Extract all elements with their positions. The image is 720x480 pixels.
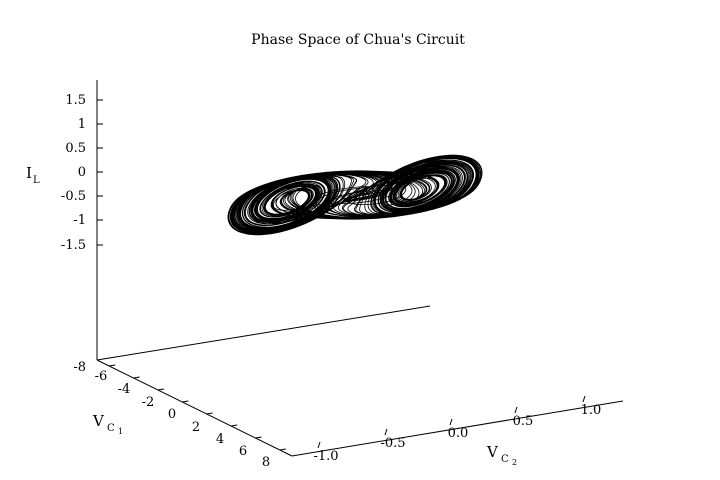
- y-tick-label: 4: [216, 432, 224, 447]
- attractor-trajectory: [227, 154, 483, 236]
- z-tick-label: -8: [73, 360, 86, 375]
- x-axis-line: [291, 400, 624, 457]
- svg-text:1: 1: [118, 427, 123, 436]
- y-tick-label: 8: [262, 455, 270, 470]
- svg-text:V: V: [486, 443, 499, 461]
- z-tick-label: -0.5: [61, 189, 86, 204]
- attractor-plot: [227, 154, 483, 236]
- z-tick-label: -1: [73, 213, 86, 228]
- svg-text:C: C: [107, 423, 115, 434]
- svg-text:V: V: [92, 412, 105, 430]
- y-tick-mark: [230, 424, 238, 427]
- axis-frame: [96, 80, 624, 457]
- x-tick-label: 1.0: [581, 403, 602, 418]
- svg-text:2: 2: [512, 458, 517, 467]
- y-tick-mark: [206, 412, 213, 415]
- x-tick-mark: [582, 395, 586, 403]
- y-tick-label: 6: [239, 444, 247, 459]
- y-axis-line: [96, 359, 293, 457]
- z-tick-label: 1.5: [65, 93, 86, 108]
- y-tick-label: -4: [118, 382, 131, 397]
- y-tick-mark: [109, 364, 116, 367]
- svg-text:I: I: [26, 164, 32, 182]
- x-tick-mark: [449, 418, 453, 426]
- y-tick-label: 0: [168, 407, 176, 422]
- y-tick-label: 2: [192, 420, 200, 435]
- y-tick-label: -2: [142, 395, 155, 410]
- y-axis-ticks: -6 -4 -2 0 2 468: [95, 364, 286, 470]
- y-tick-mark: [255, 436, 262, 439]
- z-tick-label: -1.5: [61, 238, 86, 253]
- x-axis-title: V C 2: [486, 443, 517, 467]
- x-tick-label: 0.5: [513, 414, 534, 429]
- y-tick-mark: [182, 400, 189, 403]
- y-axis-title: V C 1: [92, 412, 123, 436]
- x-tick-label: -1.0: [313, 449, 338, 464]
- z-tick-label: 1: [78, 117, 86, 132]
- z-tick-label: 0.5: [65, 141, 86, 156]
- back-floor-line: [96, 305, 431, 361]
- x-tick-mark: [384, 428, 388, 436]
- svg-text:L: L: [33, 175, 40, 186]
- z-tick-label: 0: [78, 165, 86, 180]
- x-tick-mark: [514, 406, 518, 414]
- x-axis-ticks: -1.0 -0.5 0.0 0.5 1.0: [313, 395, 602, 464]
- y-tick-label: -6: [95, 369, 108, 384]
- z-axis-title: I L: [26, 164, 40, 186]
- svg-text:C: C: [501, 454, 509, 465]
- y-tick-mark: [133, 376, 140, 379]
- x-tick-label: 0.0: [448, 426, 469, 441]
- y-tick-mark: [157, 388, 165, 391]
- z-axis-ticks: 1.5 1 0.5 0 -0.5 -1 -1.5 -8: [61, 93, 103, 375]
- y-tick-mark: [279, 448, 286, 451]
- x-tick-label: -0.5: [380, 436, 405, 451]
- chart-title: Phase Space of Chua's Circuit: [251, 32, 465, 48]
- x-tick-mark: [317, 441, 321, 449]
